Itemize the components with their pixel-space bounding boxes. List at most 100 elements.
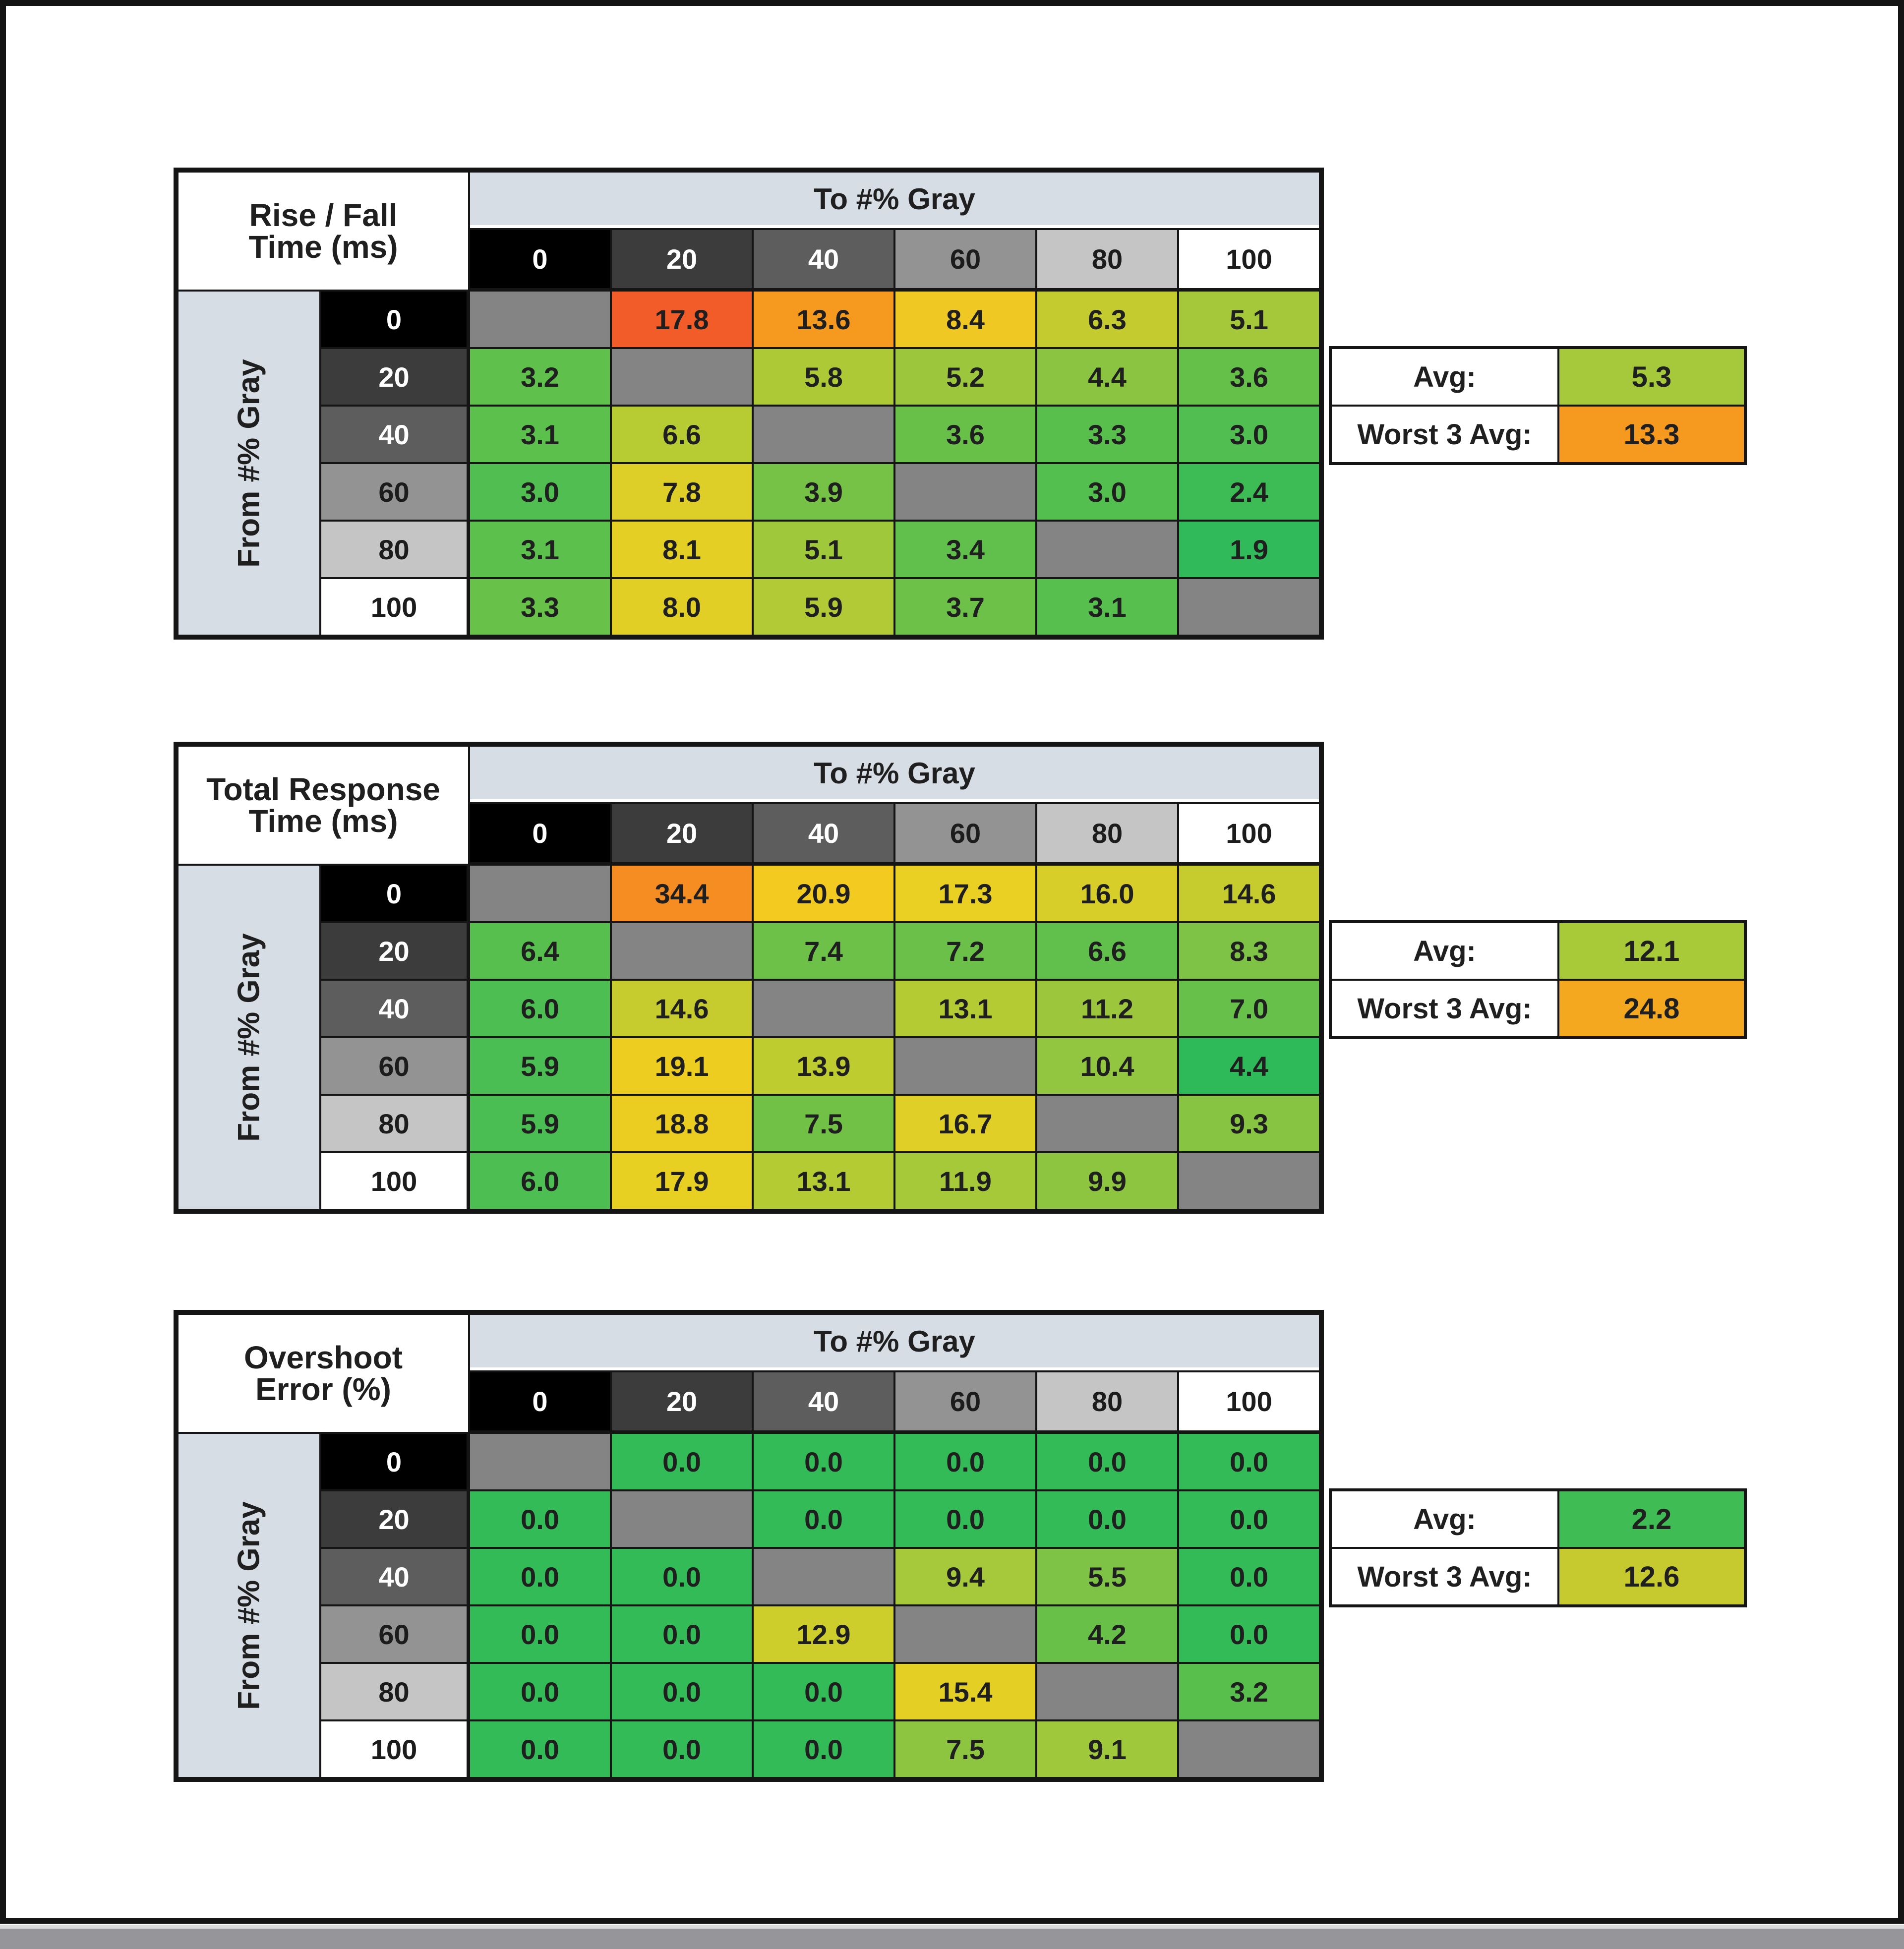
cell-value-text: 3.2: [521, 361, 559, 393]
value-cell: 3.6: [895, 407, 1035, 462]
avg-label: Avg:: [1332, 349, 1557, 405]
cell-value-text: 9.9: [1088, 1165, 1127, 1197]
row-label-text: 40: [378, 418, 410, 450]
col-label-text: 20: [666, 1386, 698, 1417]
value-cell: 6.3: [1037, 292, 1177, 347]
value-cell: 19.1: [612, 1038, 752, 1094]
summary-box-total-response-time: Avg: 12.1 Worst 3 Avg: 24.8: [1329, 920, 1747, 1039]
value-cell: 7.5: [895, 1721, 1035, 1777]
value-cell: 0.0: [754, 1434, 893, 1489]
from-gray-header-text: From #% Gray: [232, 1501, 266, 1710]
cell-value-text: 17.8: [654, 303, 709, 335]
table-title-cell: Overshoot Error (%): [178, 1315, 468, 1432]
row-label-20: 20: [321, 349, 468, 405]
col-label-0: 0: [470, 1372, 610, 1432]
value-cell: 0.0: [612, 1434, 752, 1489]
worst3-avg-value: 12.6: [1559, 1549, 1744, 1604]
col-label-80: 80: [1037, 230, 1177, 290]
value-cell: 0.0: [612, 1664, 752, 1719]
cell-value-text: 14.6: [1222, 878, 1276, 909]
cell-value-text: 7.2: [946, 935, 985, 967]
cell-value-text: 11.2: [1081, 993, 1133, 1024]
from-gray-header-text: From #% Gray: [232, 358, 266, 568]
value-cell: 3.9: [754, 464, 893, 520]
cell-value-text: 9.3: [1230, 1108, 1268, 1139]
heatmap-table-total-response-time: Total Response Time (ms) To #% Gray From…: [174, 742, 1324, 1214]
cell-value-text: 5.9: [804, 591, 843, 623]
diagonal-cell: [754, 1549, 893, 1604]
diagonal-cell: [612, 1491, 752, 1547]
col-label-text: 100: [1226, 243, 1272, 275]
cell-value-text: 7.5: [946, 1733, 985, 1765]
value-cell: 4.4: [1179, 1038, 1319, 1094]
to-gray-header: To #% Gray: [470, 173, 1319, 228]
col-label-60: 60: [895, 804, 1035, 864]
value-cell: 8.0: [612, 579, 752, 635]
value-cell: 7.4: [754, 923, 893, 979]
value-cell: 15.4: [895, 1664, 1035, 1719]
value-cell: 5.9: [470, 1038, 610, 1094]
diagonal-cell: [895, 464, 1035, 520]
to-gray-header-text: To #% Gray: [814, 756, 975, 790]
row-label-40: 40: [321, 981, 468, 1036]
to-gray-header-text: To #% Gray: [814, 182, 975, 216]
cell-value-text: 7.4: [804, 935, 843, 967]
value-cell: 17.3: [895, 866, 1035, 921]
col-label-text: 60: [950, 1386, 981, 1417]
col-label-40: 40: [754, 1372, 893, 1432]
row-label-text: 100: [370, 591, 417, 623]
col-label-text: 0: [532, 243, 548, 275]
col-label-60: 60: [895, 1372, 1035, 1432]
cell-value-text: 3.0: [1230, 418, 1268, 450]
value-cell: 3.0: [470, 464, 610, 520]
cell-value-text: 2.4: [1230, 476, 1268, 508]
cell-value-text: 18.8: [654, 1108, 709, 1139]
worst3-avg-label-text: Worst 3 Avg:: [1357, 1560, 1532, 1593]
summary-box-overshoot-error: Avg: 2.2 Worst 3 Avg: 12.6: [1329, 1488, 1747, 1607]
bottom-bar: [0, 1925, 1904, 1949]
value-cell: 13.1: [895, 981, 1035, 1036]
col-label-60: 60: [895, 230, 1035, 290]
value-cell: 4.2: [1037, 1606, 1177, 1662]
worst3-avg-value: 24.8: [1559, 981, 1744, 1036]
cell-value-text: 15.4: [938, 1676, 993, 1708]
value-cell: 0.0: [612, 1549, 752, 1604]
worst3-avg-value-text: 13.3: [1623, 418, 1680, 451]
table-title-line1: Total Response: [206, 771, 440, 807]
value-cell: 14.6: [1179, 866, 1319, 921]
row-label-text: 100: [370, 1165, 417, 1197]
summary-box-rise-fall-time: Avg: 5.3 Worst 3 Avg: 13.3: [1329, 346, 1747, 465]
table-title-line1: Overshoot: [243, 1340, 403, 1375]
value-cell: 17.8: [612, 292, 752, 347]
value-cell: 6.6: [1037, 923, 1177, 979]
table-title-line2: Error (%): [255, 1371, 391, 1407]
value-cell: 3.1: [470, 522, 610, 577]
value-cell: 0.0: [1179, 1549, 1319, 1604]
row-label-text: 60: [378, 476, 410, 508]
col-label-0: 0: [470, 804, 610, 864]
row-label-0: 0: [321, 292, 468, 347]
cell-value-text: 6.6: [662, 418, 701, 450]
cell-value-text: 0.0: [521, 1676, 559, 1708]
value-cell: 18.8: [612, 1096, 752, 1151]
value-cell: 0.0: [1179, 1491, 1319, 1547]
from-gray-header: From #% Gray: [178, 866, 319, 1209]
value-cell: 0.0: [1179, 1606, 1319, 1662]
avg-value: 2.2: [1559, 1491, 1744, 1547]
cell-value-text: 3.0: [1088, 476, 1127, 508]
cell-value-text: 5.8: [804, 361, 843, 393]
cell-value-text: 0.0: [804, 1446, 843, 1477]
cell-value-text: 6.0: [521, 1165, 559, 1197]
cell-value-text: 16.7: [938, 1108, 993, 1139]
col-label-text: 40: [808, 818, 839, 849]
from-gray-header: From #% Gray: [178, 1434, 319, 1777]
heatmap-table-overshoot-error: Overshoot Error (%) To #% Gray From #% G…: [174, 1310, 1324, 1782]
diagonal-cell: [612, 349, 752, 405]
value-cell: 9.3: [1179, 1096, 1319, 1151]
col-label-text: 40: [808, 1386, 839, 1417]
cell-value-text: 3.3: [1088, 418, 1127, 450]
cell-value-text: 6.3: [1088, 303, 1127, 335]
value-cell: 13.1: [754, 1153, 893, 1209]
cell-value-text: 3.2: [1230, 1676, 1268, 1708]
cell-value-text: 0.0: [662, 1561, 701, 1593]
